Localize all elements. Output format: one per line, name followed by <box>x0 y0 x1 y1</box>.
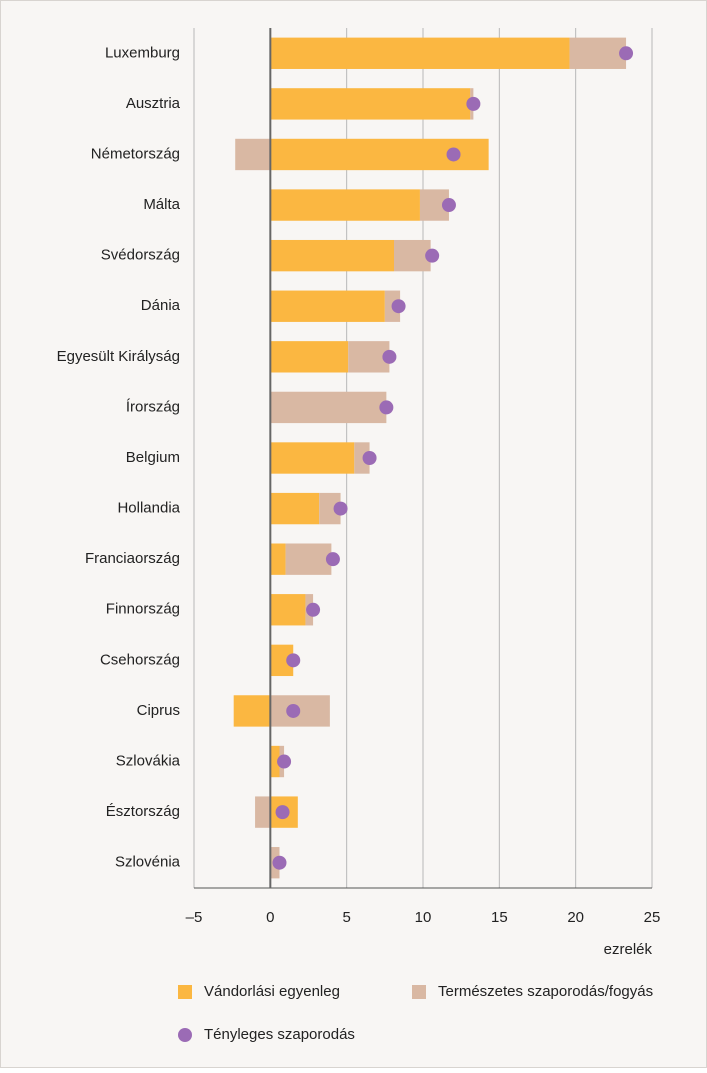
y-tick-label: Belgium <box>126 449 180 466</box>
bar <box>233 695 271 727</box>
bar <box>393 239 431 272</box>
dot <box>286 703 301 718</box>
dot <box>446 147 461 162</box>
dot <box>362 451 377 465</box>
legend-label: Tényleges szaporodás <box>204 1026 355 1043</box>
dot <box>425 248 440 263</box>
bar <box>569 37 627 69</box>
dot <box>272 855 287 870</box>
y-tick-label: Ausztria <box>126 95 181 112</box>
dot <box>286 653 301 668</box>
bar <box>270 239 394 272</box>
x-tick-label: –5 <box>186 909 203 926</box>
bar <box>270 88 471 120</box>
y-tick-label: Dánia <box>141 297 181 314</box>
bar <box>285 543 332 575</box>
bar <box>270 594 306 626</box>
legend-label: Vándorlási egyenleg <box>204 983 340 1000</box>
bar <box>270 37 570 69</box>
x-tick-label: 25 <box>644 909 661 926</box>
bar <box>270 442 355 474</box>
bar <box>270 644 294 677</box>
y-tick-label: Franciaország <box>85 550 180 567</box>
dot <box>466 96 481 111</box>
bar <box>270 492 320 525</box>
dot <box>306 602 321 617</box>
y-tick-label: Hollandia <box>117 500 180 517</box>
bar <box>270 341 349 373</box>
y-tick-label: Luxemburg <box>105 44 180 61</box>
x-tick-label: 0 <box>266 909 274 926</box>
y-tick-label: Finnország <box>106 601 180 618</box>
legend-marker <box>412 985 426 999</box>
bar <box>354 442 370 474</box>
bar <box>270 391 387 424</box>
dot <box>379 400 394 415</box>
x-tick-label: 5 <box>342 909 350 926</box>
y-tick-label: Svédország <box>101 247 180 264</box>
x-tick-label: 10 <box>415 909 432 926</box>
dot <box>325 552 340 567</box>
y-tick-label: Egyesült Királyság <box>57 348 180 365</box>
y-tick-label: Málta <box>143 196 180 213</box>
x-tick-label: 20 <box>567 909 584 926</box>
legend-label: Természetes szaporodás/fogyás <box>438 983 653 1000</box>
bar <box>270 745 280 778</box>
bar <box>255 796 271 828</box>
y-tick-label: Szlovákia <box>116 752 181 769</box>
y-tick-label: Csehország <box>100 651 180 668</box>
dot <box>277 754 292 769</box>
bar <box>270 189 420 221</box>
dot <box>382 349 397 364</box>
bar <box>270 543 286 575</box>
dot <box>333 501 348 516</box>
bar <box>319 492 341 525</box>
x-axis-label: ezrelék <box>604 941 653 958</box>
dot <box>275 805 290 820</box>
bar <box>235 138 271 171</box>
bar <box>270 290 385 322</box>
y-tick-label: Ciprus <box>137 702 180 719</box>
legend-marker <box>178 985 192 999</box>
dot <box>441 198 456 213</box>
dot <box>391 299 406 314</box>
y-tick-label: Németország <box>91 145 180 162</box>
y-tick-label: Észtország <box>106 803 180 820</box>
x-tick-label: 15 <box>491 909 508 926</box>
dot <box>619 46 634 61</box>
y-tick-label: Írország <box>126 398 180 415</box>
y-tick-label: Szlovénia <box>115 854 181 871</box>
legend-marker <box>178 1028 192 1042</box>
